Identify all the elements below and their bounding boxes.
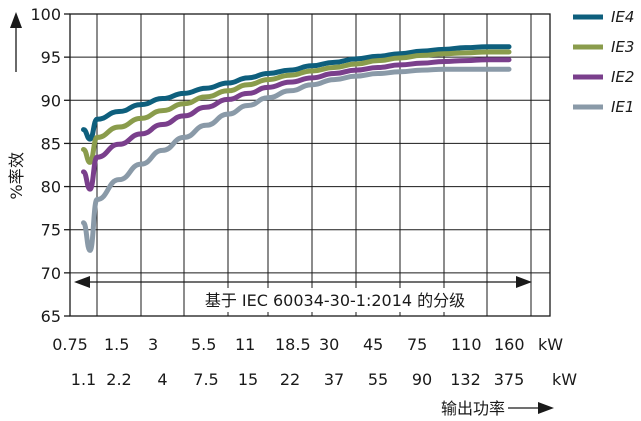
x-tick-labels-row2: 1.1 2.2 4 7.5 15 22 37 55 90 132 375 kW (71, 370, 577, 389)
legend: IE4 IE3 IE2 IE1 (573, 8, 634, 116)
y-tick-label: 70 (41, 264, 61, 283)
y-axis-label-bottom: %率 (7, 168, 26, 199)
y-tick-label: 100 (30, 5, 61, 24)
series-line-ie3 (81, 49, 512, 165)
x-tick-label-row2: 2.2 (106, 370, 131, 389)
y-axis-arrowhead (10, 12, 22, 28)
y-tick-label: 90 (41, 91, 61, 110)
y-tick-label: 65 (41, 307, 61, 326)
range-arrow-left-head (74, 276, 90, 288)
x-tick-label-row1: 30 (319, 335, 339, 354)
range-arrow-right-head (516, 276, 532, 288)
x-tick-label-row1: 3 (148, 335, 158, 354)
x-tick-label-row2: 37 (324, 370, 344, 389)
y-axis-arrow (10, 12, 22, 72)
x-unit-row1: kW (538, 335, 563, 354)
x-tick-label-row1: 18.5 (275, 335, 311, 354)
legend-label-ie2: IE2 (611, 68, 634, 86)
y-tick-label: 85 (41, 134, 61, 153)
annotation-text: 基于 IEC 60034-30-1:2014 的分级 (205, 291, 465, 310)
x-tick-label-row1: 110 (451, 335, 482, 354)
x-tick-label-row1: 11 (235, 335, 255, 354)
x-tick-label-row2: 7.5 (193, 370, 218, 389)
legend-label-ie4: IE4 (611, 8, 634, 26)
x-axis-label-arrowhead (538, 402, 554, 414)
y-tick-label: 95 (41, 48, 61, 67)
x-unit-row2: kW (552, 370, 577, 389)
x-tick-label-row1: 1.5 (104, 335, 129, 354)
x-tick-label-row1: 0.75 (52, 335, 88, 354)
x-tick-label-row2: 22 (280, 370, 300, 389)
y-tick-labels: 65 70 75 80 85 90 95 100 (30, 5, 70, 326)
legend-label-ie3: IE3 (611, 38, 634, 56)
x-tick-label-row2: 55 (368, 370, 388, 389)
series-line-ie1 (81, 66, 512, 253)
y-axis-label-top: 效 (7, 152, 26, 168)
x-tick-label-row1: 75 (407, 335, 427, 354)
x-tick-label-row2: 90 (412, 370, 432, 389)
x-tick-label-row1: 160 (494, 335, 525, 354)
x-tick-labels-row1: 0.75 1.5 3 5.5 11 18.5 30 45 75 110 160 kW (52, 335, 563, 354)
annotation-group: 基于 IEC 60034-30-1:2014 的分级 (74, 276, 532, 312)
annotation-background (185, 288, 485, 312)
plot-border (69, 13, 551, 317)
x-tick-label-row2: 1.1 (71, 370, 96, 389)
x-tick-label-row2: 375 (494, 370, 525, 389)
x-tick-label-row2: 132 (450, 370, 481, 389)
series-line-ie2 (81, 57, 512, 192)
series-lines (81, 44, 512, 253)
x-tick-label-row1: 45 (363, 335, 383, 354)
x-tick-label-row2: 15 (238, 370, 258, 389)
x-axis-label-text: 输出功率 (441, 399, 505, 418)
series-line-ie4 (81, 44, 512, 142)
grid (70, 13, 550, 316)
x-tick-label-row2: 4 (157, 370, 167, 389)
y-tick-label: 80 (41, 178, 61, 197)
x-axis-label: 输出功率 (441, 399, 554, 418)
y-tick-label: 75 (41, 221, 61, 240)
plot-frame (69, 13, 551, 317)
y-axis-label: 效%率 (7, 152, 26, 200)
legend-label-ie1: IE1 (611, 98, 634, 116)
x-tick-label-row1: 5.5 (191, 335, 216, 354)
